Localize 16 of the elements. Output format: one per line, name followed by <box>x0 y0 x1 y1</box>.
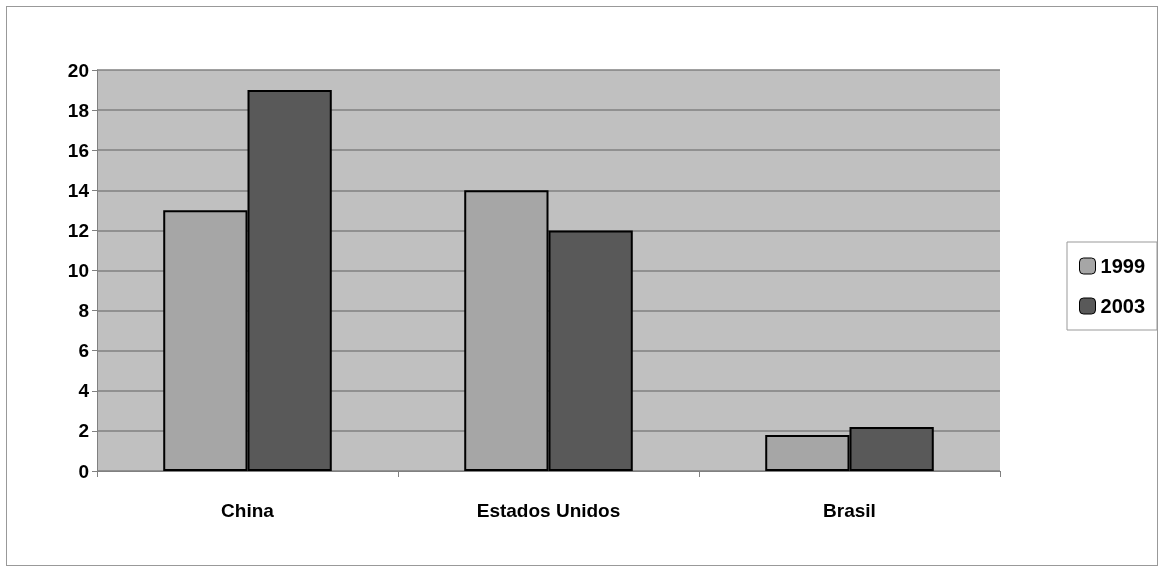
y-tick-label: 12 <box>67 219 89 241</box>
x-tick-label: China <box>221 500 275 521</box>
y-tick-label: 10 <box>67 260 89 281</box>
x-tick-label: Brasil <box>823 500 876 521</box>
legend-label: 2003 <box>1100 295 1146 317</box>
y-tick-label: 14 <box>67 179 90 201</box>
y-tick-label: 20 <box>67 59 89 81</box>
y-tick-label: 6 <box>78 340 89 362</box>
y-tick-label: 16 <box>67 139 89 161</box>
y-tick-label: 8 <box>78 300 89 322</box>
y-tick-label: 2 <box>78 420 89 442</box>
y-tick-label: 4 <box>78 380 90 402</box>
legend-label: 1999 <box>1100 255 1146 277</box>
x-tick-label: Estados Unidos <box>476 500 621 521</box>
y-tick-label: 0 <box>78 460 89 482</box>
y-tick-label: 18 <box>67 99 89 121</box>
